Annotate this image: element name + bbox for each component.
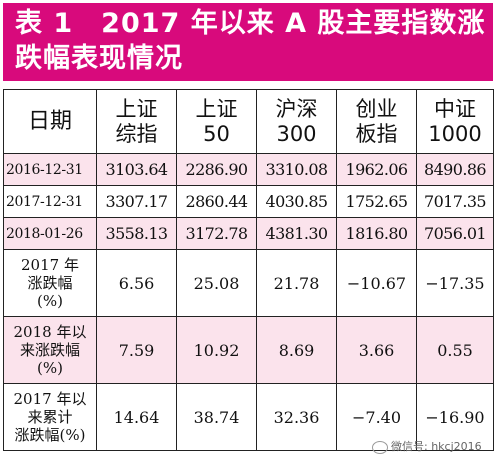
cell-value: 7056.01 [416,217,494,250]
cell-value: 3172.78 [176,217,257,250]
row-label: 2017 年涨跌幅 (%) [3,249,97,317]
row-label: 2018 年以 来涨跌幅 (%) [3,316,97,384]
wechat-icon [372,440,388,454]
cell-value: 0.55 [416,316,494,384]
title-banner: 表 1 2017 年以来 A 股主要指数涨 跌幅表现情况 [3,3,493,81]
row-label: 2017-12-31 [3,185,97,218]
cell-value: 4381.30 [256,217,337,250]
watermark: 微信号: hkcj2016 [372,438,482,454]
cell-value: 3103.64 [96,153,177,186]
table-title-line-2: 跌幅表现情况 [15,43,183,74]
cell-value: 7017.35 [416,185,494,218]
cell-value: 3.66 [336,316,417,384]
cell-value: 4030.85 [256,185,337,218]
row-label: 2018-01-26 [3,217,97,250]
cell-value: 8490.86 [416,153,494,186]
cell-value: 2860.44 [176,185,257,218]
cell-value: 21.78 [256,249,337,317]
header-csi-1000: 中证 1000 [416,89,494,154]
row-label: 2016-12-31 [3,153,97,186]
cell-value: 3307.17 [96,185,177,218]
cell-value: 3310.08 [256,153,337,186]
cell-value: 8.69 [256,316,337,384]
table-title-line-1: 表 1 2017 年以来 A 股主要指数涨 [15,8,486,39]
header-csi-300: 沪深 300 [256,89,337,154]
cell-value: 38.74 [176,383,257,451]
table-row: 2017 年以 来累计 涨跌幅(%) 14.64 38.74 32.36 −7.40… [3,383,494,451]
header-sse-composite: 上证 综指 [96,89,177,154]
table-row: 2016-12-31 3103.64 2286.90 3310.08 1962.… [3,153,494,186]
cell-value: 1816.80 [336,217,417,250]
table-row: 2018 年以 来涨跌幅 (%) 7.59 10.92 8.69 3.66 0.55 [3,316,494,384]
cell-value: 32.36 [256,383,337,451]
cell-value: −17.35 [416,249,494,317]
cell-value: −7.40 [336,383,417,451]
row-label: 2017 年以 来累计 涨跌幅(%) [3,383,97,451]
cell-value: 14.64 [96,383,177,451]
watermark-text: 微信号: hkcj2016 [391,440,482,453]
cell-value: 1752.65 [336,185,417,218]
cell-value: 10.92 [176,316,257,384]
table-row: 2018-01-26 3558.13 3172.78 4381.30 1816.… [3,217,494,250]
cell-value: 3558.13 [96,217,177,250]
cell-value: −16.90 [416,383,494,451]
index-performance-table: 日期 上证 综指 上证 50 沪深 300 创业 板指 中证 1000 2016-12-3… [3,89,494,451]
header-sse-50: 上证 50 [176,89,257,154]
table-row: 2017 年涨跌幅 (%) 6.56 25.08 21.78 −10.67 −17… [3,249,494,317]
cell-value: −10.67 [336,249,417,317]
cell-value: 6.56 [96,249,177,317]
cell-value: 25.08 [176,249,257,317]
header-date: 日期 [3,89,97,154]
cell-value: 7.59 [96,316,177,384]
table-row: 2017-12-31 3307.17 2860.44 4030.85 1752.… [3,185,494,218]
cell-value: 1962.06 [336,153,417,186]
header-chinext: 创业 板指 [336,89,417,154]
cell-value: 2286.90 [176,153,257,186]
header-row: 日期 上证 综指 上证 50 沪深 300 创业 板指 中证 1000 [3,89,494,154]
